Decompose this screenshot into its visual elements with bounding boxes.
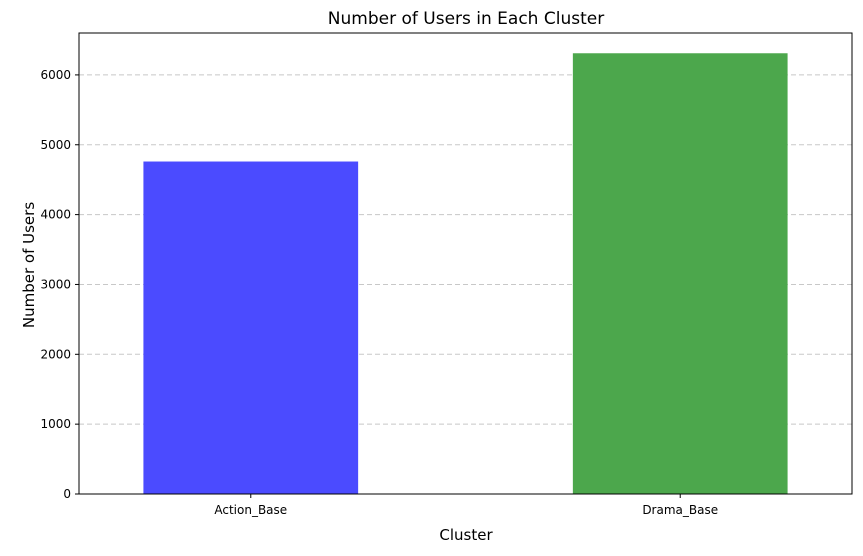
y-axis-label: Number of Users — [20, 202, 38, 328]
y-tick-label: 1000 — [40, 417, 71, 431]
x-tick-label: Action_Base — [214, 503, 287, 517]
y-tick-label: 5000 — [40, 138, 71, 152]
y-tick-label: 3000 — [40, 277, 71, 291]
chart-title: Number of Users in Each Cluster — [328, 9, 604, 29]
x-axis-label: Cluster — [439, 526, 493, 544]
y-tick-label: 0 — [63, 487, 71, 501]
x-tick-label: Drama_Base — [642, 503, 718, 517]
y-tick-label: 6000 — [40, 68, 71, 82]
bars — [143, 53, 788, 494]
bar-drama-base — [572, 53, 788, 494]
y-tick-label: 2000 — [40, 347, 71, 361]
x-ticks: Action_Base Drama_Base — [214, 494, 718, 517]
plot-frame — [78, 32, 853, 495]
y-tick-label: 4000 — [40, 208, 71, 222]
bar-action-base — [143, 161, 359, 494]
y-ticks: 0 1000 2000 3000 4000 5000 6000 — [40, 68, 79, 501]
